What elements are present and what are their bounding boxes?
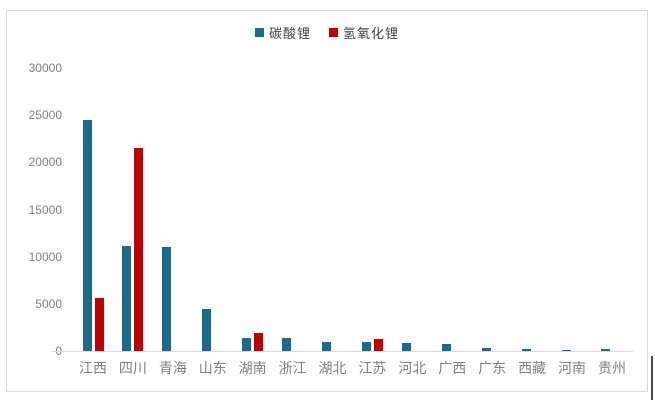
legend-item-0: 碳酸锂 (254, 23, 311, 42)
y-tick-label: 10000 (28, 249, 62, 264)
x-category-label: 四川 (118, 360, 147, 376)
bar-碳酸锂-河北 (401, 342, 411, 351)
x-category-label: 广西 (438, 360, 467, 376)
bar-碳酸锂-西藏 (521, 349, 531, 351)
y-tick-label: 20000 (28, 155, 62, 170)
legend-label: 碳酸锂 (268, 26, 311, 41)
bar-碳酸锂-湖北 (322, 341, 332, 351)
bar-氢氧化锂-江苏 (373, 338, 383, 351)
bar-碳酸锂-广东 (481, 347, 491, 351)
bar-碳酸锂-浙江 (282, 337, 292, 351)
y-tick-label: 5000 (35, 296, 62, 311)
x-category-label: 广东 (478, 360, 507, 376)
legend-swatch-icon (329, 28, 338, 37)
bar-碳酸锂-广西 (441, 344, 451, 351)
cursor-line (651, 356, 653, 400)
legend-swatch-icon (254, 28, 264, 37)
x-category-label: 浙江 (278, 360, 307, 376)
bar-氢氧化锂-湖南 (254, 333, 264, 351)
x-category-label: 江苏 (358, 360, 387, 376)
bar-碳酸锂-河南 (561, 349, 571, 351)
legend-label: 氢氧化锂 (343, 26, 400, 41)
bar-碳酸锂-江苏 (361, 342, 371, 351)
x-category-label: 湖南 (238, 360, 267, 376)
bar-碳酸锂-江西 (82, 119, 92, 351)
bar-碳酸锂-贵州 (601, 349, 611, 351)
bar-碳酸锂-四川 (122, 246, 132, 351)
y-tick-label: 30000 (28, 61, 62, 75)
bar-氢氧化锂-四川 (134, 148, 144, 351)
bar-碳酸锂-青海 (162, 247, 172, 351)
x-category-label: 山东 (198, 360, 227, 376)
x-category-label: 青海 (158, 360, 187, 376)
x-axis-line (52, 351, 633, 352)
y-tick-label: 25000 (28, 108, 62, 123)
chart-legend: 碳酸锂 氢氧化锂 (7, 23, 647, 42)
x-category-label: 西藏 (518, 360, 547, 376)
y-tick-label: 15000 (28, 202, 62, 217)
legend-item-1: 氢氧化锂 (329, 23, 399, 42)
x-category-label: 湖北 (318, 360, 347, 376)
x-category-label: 河北 (398, 360, 427, 376)
x-category-label: 河南 (558, 360, 587, 376)
bar-碳酸锂-山东 (202, 309, 212, 351)
bar-氢氧化锂-江西 (94, 298, 104, 351)
bar-碳酸锂-湖南 (242, 337, 252, 351)
x-category-label: 贵州 (597, 360, 626, 376)
x-category-label: 江西 (79, 360, 107, 376)
